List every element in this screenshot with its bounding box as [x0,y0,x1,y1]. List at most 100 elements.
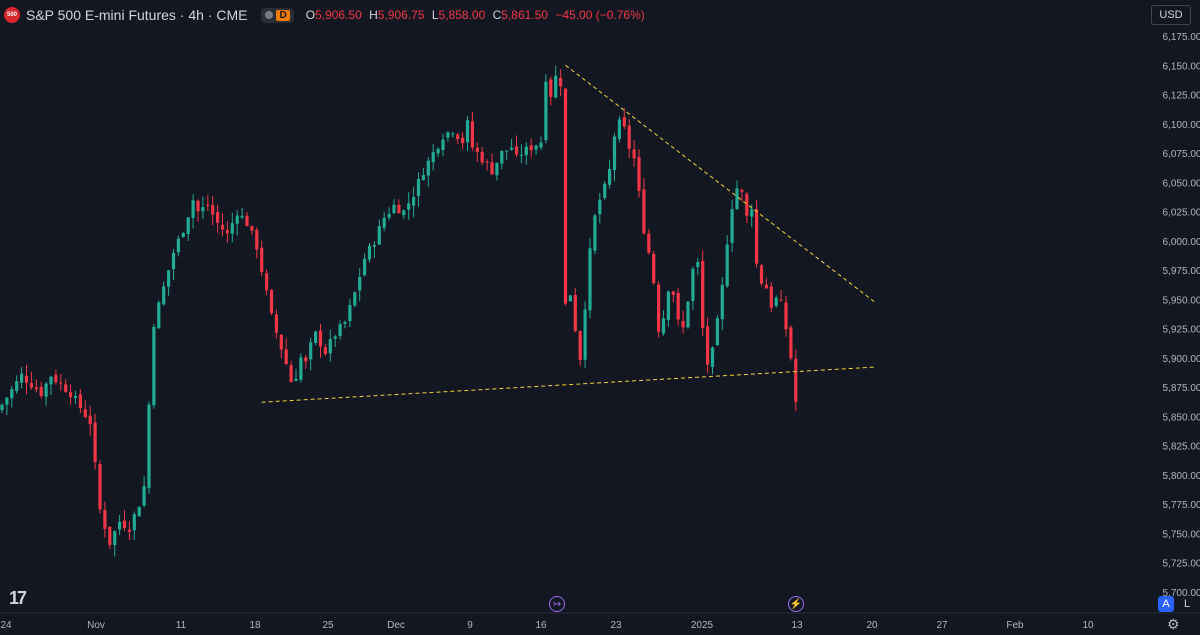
candle-body[interactable] [5,397,9,405]
candle-body[interactable] [691,268,695,301]
candle-body[interactable] [235,215,239,224]
candle-body[interactable] [720,284,724,320]
candle-body[interactable] [642,189,646,234]
candle-body[interactable] [740,189,744,192]
candle-body[interactable] [260,247,264,272]
candle-body[interactable] [652,253,656,284]
candle-body[interactable] [745,194,749,216]
candle-body[interactable] [524,146,528,156]
candle-body[interactable] [784,302,788,330]
candle-body[interactable] [382,217,386,228]
candle-body[interactable] [240,215,244,218]
candle-body[interactable] [137,507,141,517]
candle-body[interactable] [225,230,229,234]
candle-body[interactable] [696,262,700,267]
candle-body[interactable] [54,374,58,383]
candle-body[interactable] [456,134,460,140]
candle-body[interactable] [206,204,210,207]
candle-body[interactable] [666,291,670,320]
candle-body[interactable] [759,265,764,284]
candle-body[interactable] [568,295,572,302]
candle-body[interactable] [451,133,455,135]
candle-body[interactable] [426,160,430,176]
candle-body[interactable] [348,304,352,321]
candle-body[interactable] [20,373,24,383]
candle-body[interactable] [490,162,494,175]
candle-body[interactable] [318,330,323,347]
candle-body[interactable] [480,151,484,163]
candle-body[interactable] [44,383,48,397]
candle-body[interactable] [461,137,465,144]
candle-body[interactable] [549,79,553,97]
candle-body[interactable] [323,347,327,354]
candle-body[interactable] [230,223,234,234]
currency-selector[interactable]: USD [1151,5,1191,25]
candle-body[interactable] [274,314,278,333]
candle-body[interactable] [681,321,685,328]
candle-body[interactable] [495,162,499,176]
candle-body[interactable] [333,336,337,339]
candle-body[interactable] [563,88,568,304]
candle-body[interactable] [622,117,626,127]
candle-body[interactable] [750,209,754,217]
market-status-badge[interactable]: D [261,7,294,23]
candle-body[interactable] [152,326,156,406]
candle-body[interactable] [789,327,793,359]
candle-body[interactable] [83,409,87,417]
candle-body[interactable] [397,204,401,214]
auto-scale-button[interactable]: A [1158,596,1174,612]
candle-body[interactable] [402,210,406,216]
candle-body[interactable] [196,200,200,212]
candle-body[interactable] [103,509,107,529]
candle-body[interactable] [730,209,734,243]
candle-body[interactable] [612,136,617,171]
candle-body[interactable] [421,175,425,180]
candle-body[interactable] [617,119,621,139]
candle-body[interactable] [544,81,548,141]
candle-body[interactable] [294,378,298,381]
candle-body[interactable] [34,387,38,390]
candle-body[interactable] [69,392,73,398]
candle-body[interactable] [764,284,768,289]
candle-body[interactable] [147,404,151,489]
candle-body[interactable] [769,286,773,308]
candle-body[interactable] [367,245,372,260]
candle-body[interactable] [431,152,435,163]
candle-body[interactable] [485,161,489,163]
candle-body[interactable] [338,324,342,336]
candle-body[interactable] [29,382,33,388]
candle-body[interactable] [534,145,538,150]
candle-body[interactable] [220,224,225,230]
candle-body[interactable] [176,238,180,253]
candle-body[interactable] [392,204,396,214]
candle-body[interactable] [505,150,509,152]
candle-body[interactable] [122,520,127,528]
candle-body[interactable] [706,326,710,365]
candle-body[interactable] [661,318,666,334]
candle-body[interactable] [167,270,171,287]
candle-body[interactable] [88,415,92,425]
candle-body[interactable] [559,77,563,87]
candle-body[interactable] [593,215,597,251]
candle-body[interactable] [93,422,97,462]
candle-body[interactable] [353,292,357,306]
candle-body[interactable] [269,289,274,314]
candle-body[interactable] [774,297,778,306]
candle-body[interactable] [412,197,416,206]
lightning-icon[interactable]: ⚡ [788,596,804,612]
candle-body[interactable] [108,526,112,545]
candle-body[interactable] [554,75,558,98]
candle-body[interactable] [157,302,161,329]
candle-body[interactable] [181,233,185,237]
candle-body[interactable] [10,389,14,399]
candle-body[interactable] [598,199,602,215]
log-scale-button[interactable]: L [1183,598,1191,610]
candle-body[interactable] [500,150,504,164]
candle-body[interactable] [98,464,102,510]
candle-body[interactable] [39,386,43,396]
candle-body[interactable] [441,139,445,150]
candle-body[interactable] [309,342,313,360]
candle-body[interactable] [201,207,205,212]
candle-body[interactable] [470,121,474,148]
